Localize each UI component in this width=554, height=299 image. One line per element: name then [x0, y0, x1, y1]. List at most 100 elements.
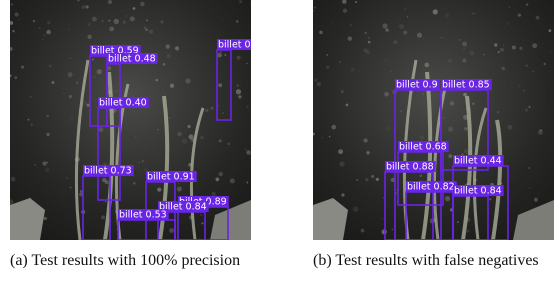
texture [446, 52, 451, 57]
texture [523, 90, 524, 91]
texture [464, 127, 468, 131]
detection-label: billet 0.53 [119, 210, 167, 221]
texture [245, 148, 247, 150]
texture [423, 93, 424, 94]
texture [218, 83, 222, 87]
texture [407, 16, 408, 17]
texture [529, 187, 530, 188]
texture [322, 137, 323, 138]
texture [102, 178, 106, 182]
texture [508, 125, 513, 130]
texture [169, 228, 174, 233]
texture [222, 19, 223, 20]
detection-label: billet 0.91 [147, 172, 195, 183]
texture [382, 23, 387, 28]
texture [70, 186, 72, 188]
texture [489, 198, 491, 200]
texture [238, 95, 241, 98]
texture [30, 96, 31, 97]
texture [169, 117, 170, 118]
detection-label: billet 0.9 [396, 80, 438, 91]
texture [224, 54, 226, 56]
texture [332, 22, 333, 23]
texture [27, 119, 29, 121]
texture [123, 21, 126, 24]
texture [236, 20, 239, 23]
texture [140, 2, 144, 6]
texture [63, 93, 64, 94]
texture [350, 24, 352, 26]
texture [131, 17, 135, 21]
texture [329, 136, 331, 138]
texture [540, 129, 542, 131]
texture [31, 124, 33, 126]
texture [44, 217, 47, 220]
detection-label: billet 0.48 [108, 54, 156, 65]
texture [393, 40, 397, 44]
texture [326, 54, 328, 56]
detection-image: billet 0.9billet 0.85billet 0.68billet 0… [313, 0, 554, 240]
texture [43, 34, 45, 36]
texture [15, 76, 18, 79]
texture [445, 13, 449, 17]
texture [76, 82, 78, 84]
texture [550, 51, 551, 52]
texture [525, 109, 528, 112]
texture [343, 9, 347, 13]
texture [39, 27, 41, 29]
texture [247, 106, 249, 108]
texture [376, 178, 379, 181]
texture [219, 139, 222, 142]
texture [512, 45, 516, 49]
texture [145, 28, 148, 31]
texture [385, 28, 388, 31]
texture [338, 149, 343, 154]
texture [114, 19, 119, 24]
texture [445, 196, 450, 201]
texture [84, 147, 85, 148]
texture [87, 35, 91, 39]
texture [80, 190, 83, 193]
texture [92, 17, 97, 22]
texture [500, 48, 504, 52]
texture [457, 221, 459, 223]
texture [350, 67, 354, 71]
texture [494, 43, 497, 46]
texture [157, 188, 161, 192]
texture [42, 162, 46, 166]
texture [70, 57, 72, 59]
texture [205, 109, 208, 112]
texture [69, 95, 72, 98]
texture [368, 41, 371, 44]
texture [215, 177, 219, 181]
texture [368, 37, 370, 39]
detection-label: billet 0.44 [454, 156, 502, 167]
texture [483, 54, 484, 55]
texture [182, 139, 187, 144]
texture [366, 51, 370, 55]
texture [419, 174, 422, 177]
texture [472, 12, 474, 14]
texture [230, 178, 235, 183]
texture [462, 59, 466, 63]
texture [47, 133, 50, 136]
texture [52, 81, 55, 84]
detection-label: billet 0.82 [407, 182, 455, 193]
texture [34, 164, 36, 166]
texture [415, 109, 416, 110]
page: billet 0.59billet 0.48billet 0.40billet … [0, 0, 554, 299]
texture [385, 126, 389, 130]
texture [501, 67, 505, 71]
detection-label: billet 0.88 [386, 162, 434, 173]
texture [346, 104, 349, 107]
texture [63, 107, 64, 108]
texture [361, 229, 365, 233]
texture [81, 5, 85, 9]
texture [331, 125, 336, 130]
detection-label: billet 0.68 [399, 142, 447, 153]
texture [92, 58, 94, 60]
texture [170, 84, 174, 88]
texture [550, 52, 551, 53]
texture [503, 45, 504, 46]
